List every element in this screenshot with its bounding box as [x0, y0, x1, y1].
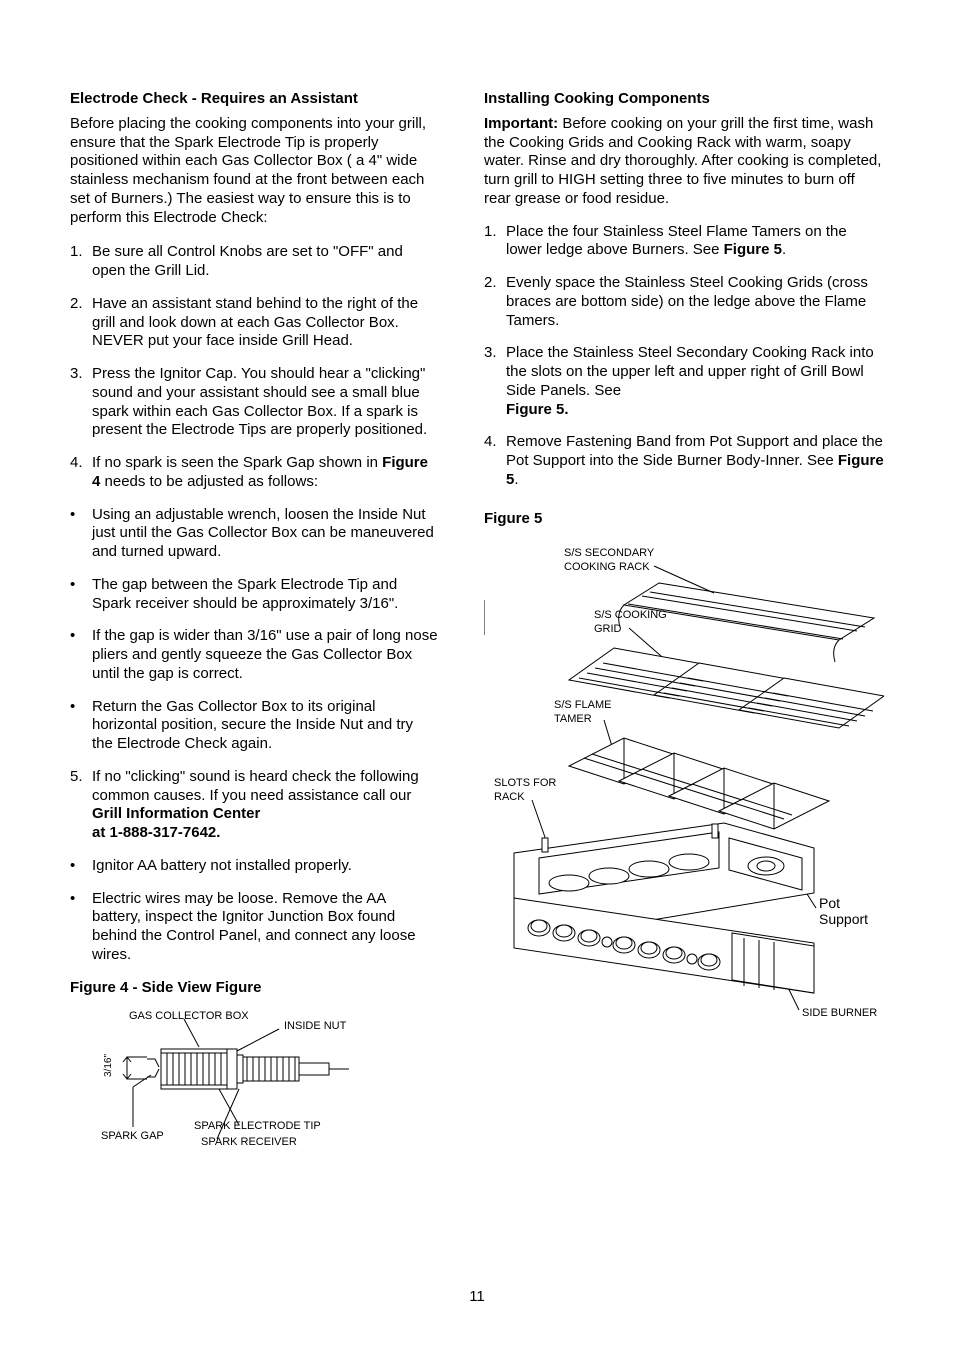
bullet-icon: •: [70, 857, 92, 876]
fig4-spark-gap-label: SPARK GAP: [101, 1130, 164, 1142]
bullet-text: Return the Gas Collector Box to its orig…: [92, 698, 438, 754]
figure-4-diagram: 3/16": [70, 1007, 438, 1163]
step-text: Evenly space the Stainless Steel Cooking…: [506, 274, 884, 330]
list-number: 4.: [484, 433, 506, 489]
fig4-dim-label: 3/16": [103, 1054, 114, 1077]
bullet-text: If the gap is wider than 3/16" use a pai…: [92, 627, 438, 683]
bullet-icon: •: [70, 506, 92, 562]
bullet-icon: •: [70, 698, 92, 754]
step-text: Have an assistant stand behind to the ri…: [92, 295, 438, 351]
step-text: Press the Ignitor Cap. You should hear a…: [92, 365, 438, 440]
bullet-icon: •: [70, 890, 92, 965]
bullet-text: Electric wires may be loose. Remove the …: [92, 890, 438, 965]
page-number: 11: [0, 1288, 954, 1307]
fig5-sec-rack-label2: COOKING RACK: [564, 561, 650, 573]
step-text: If no spark is seen the Spark Gap shown …: [92, 454, 438, 492]
step-text: Be sure all Control Knobs are set to "OF…: [92, 243, 438, 281]
step-text: Place the four Stainless Steel Flame Tam…: [506, 223, 884, 261]
fig5-grid-label: S/S COOKING: [594, 609, 667, 621]
fig5-slots-label: SLOTS FOR: [494, 777, 556, 789]
electrode-check-intro: Before placing the cooking components in…: [70, 115, 438, 228]
list-number: 5.: [70, 768, 92, 843]
figure-5-title: Figure 5: [484, 510, 884, 529]
fig4-gas-box-label: GAS COLLECTOR BOX: [129, 1010, 249, 1022]
bullet-text: The gap between the Spark Electrode Tip …: [92, 576, 438, 614]
fig5-grid-label2: GRID: [594, 623, 622, 635]
step-text: Place the Stainless Steel Secondary Cook…: [506, 344, 884, 419]
important-paragraph: Important: Before cooking on your grill …: [484, 115, 884, 209]
installing-heading: Installing Cooking Components: [484, 90, 884, 109]
list-number: 1.: [484, 223, 506, 261]
list-number: 4.: [70, 454, 92, 492]
fig4-electrode-tip-label: SPARK ELECTRODE TIP: [194, 1120, 321, 1132]
fig5-cooking-grids-shape: [569, 648, 884, 728]
bullet-text: Using an adjustable wrench, loosen the I…: [92, 506, 438, 562]
fig5-tamer-label: S/S FLAME: [554, 699, 611, 711]
fig4-inside-nut-label: INSIDE NUT: [284, 1020, 347, 1032]
list-number: 2.: [484, 274, 506, 330]
list-number: 2.: [70, 295, 92, 351]
list-number: 1.: [70, 243, 92, 281]
fig5-pot-label: Pot: [819, 895, 840, 911]
figure-5-diagram: S/S SECONDARY COOKING RACK S/S COOKING G…: [484, 538, 884, 1028]
right-column: Installing Cooking Components Important:…: [484, 90, 884, 1163]
fig5-sec-rack-label: S/S SECONDARY: [564, 547, 655, 559]
fig5-side-burner-label: SIDE BURNER: [802, 1007, 877, 1019]
bullet-icon: •: [70, 576, 92, 614]
electrode-check-heading: Electrode Check - Requires an Assistant: [70, 90, 438, 109]
fig5-pot-label2: Support: [819, 911, 868, 927]
bullet-icon: •: [70, 627, 92, 683]
list-number: 3.: [484, 344, 506, 419]
fig5-tamer-label2: TAMER: [554, 713, 592, 725]
fig5-flame-tamers-shape: [569, 738, 829, 829]
figure-4-title: Figure 4 - Side View Figure: [70, 979, 438, 998]
list-number: 3.: [70, 365, 92, 440]
fig4-spark-receiver-label: SPARK RECEIVER: [201, 1136, 297, 1148]
bullet-text: Ignitor AA battery not installed properl…: [92, 857, 438, 876]
fig5-secondary-rack-shape: [484, 583, 874, 662]
step-text: Remove Fastening Band from Pot Support a…: [506, 433, 884, 489]
fig5-slots-label2: RACK: [494, 791, 525, 803]
left-column: Electrode Check - Requires an Assistant …: [70, 90, 438, 1163]
step-text: If no "clicking" sound is heard check th…: [92, 768, 438, 843]
